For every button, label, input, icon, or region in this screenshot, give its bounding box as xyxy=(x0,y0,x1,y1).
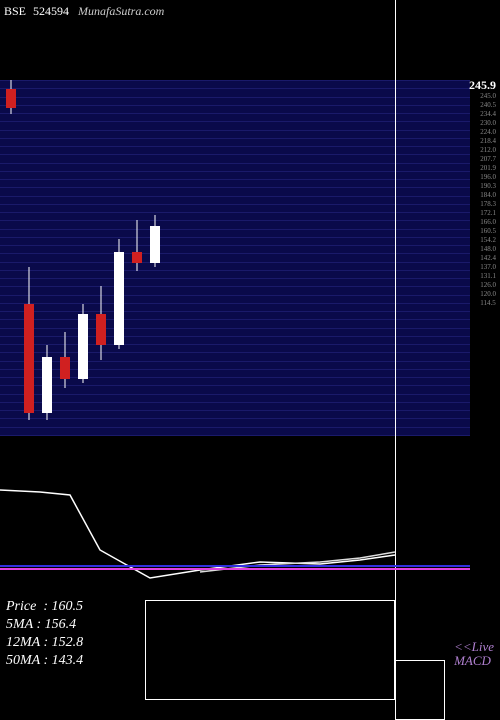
stat-price: Price : 160.5 xyxy=(6,598,83,616)
ticker-label: 524594 xyxy=(33,4,69,18)
price-axis-labels: 245.0240.5234.4230.0224.0218.4212.0207.7… xyxy=(480,92,496,308)
candle xyxy=(60,80,70,435)
stat-50ma: 50MA : 143.4 xyxy=(6,652,83,670)
macd-text: MACD xyxy=(454,654,494,668)
reference-line-2 xyxy=(0,568,470,570)
exchange-label: BSE xyxy=(4,4,26,18)
candle xyxy=(96,80,106,435)
chart-header: BSE 524594 MunafaSutra.com xyxy=(4,4,164,19)
outline-box-1 xyxy=(145,600,395,700)
candle xyxy=(132,80,142,435)
candle xyxy=(24,80,34,435)
site-label: MunafaSutra.com xyxy=(78,4,164,18)
candle xyxy=(78,80,88,435)
candle xyxy=(42,80,52,435)
macd-label: <<Live MACD xyxy=(454,640,494,668)
candle xyxy=(150,80,160,435)
macd-live-text: <<Live xyxy=(454,640,494,654)
reference-line-1 xyxy=(0,565,470,567)
high-price-label: 245.9 xyxy=(469,78,496,93)
outline-box-2 xyxy=(395,660,445,720)
stat-12ma: 12MA : 152.8 xyxy=(6,634,83,652)
vertical-separator xyxy=(395,0,396,700)
stats-panel: Price : 160.5 5MA : 156.4 12MA : 152.8 5… xyxy=(6,598,83,670)
candle xyxy=(114,80,124,435)
candle xyxy=(6,80,16,435)
price-chart-area xyxy=(0,80,470,435)
stat-5ma: 5MA : 156.4 xyxy=(6,616,83,634)
